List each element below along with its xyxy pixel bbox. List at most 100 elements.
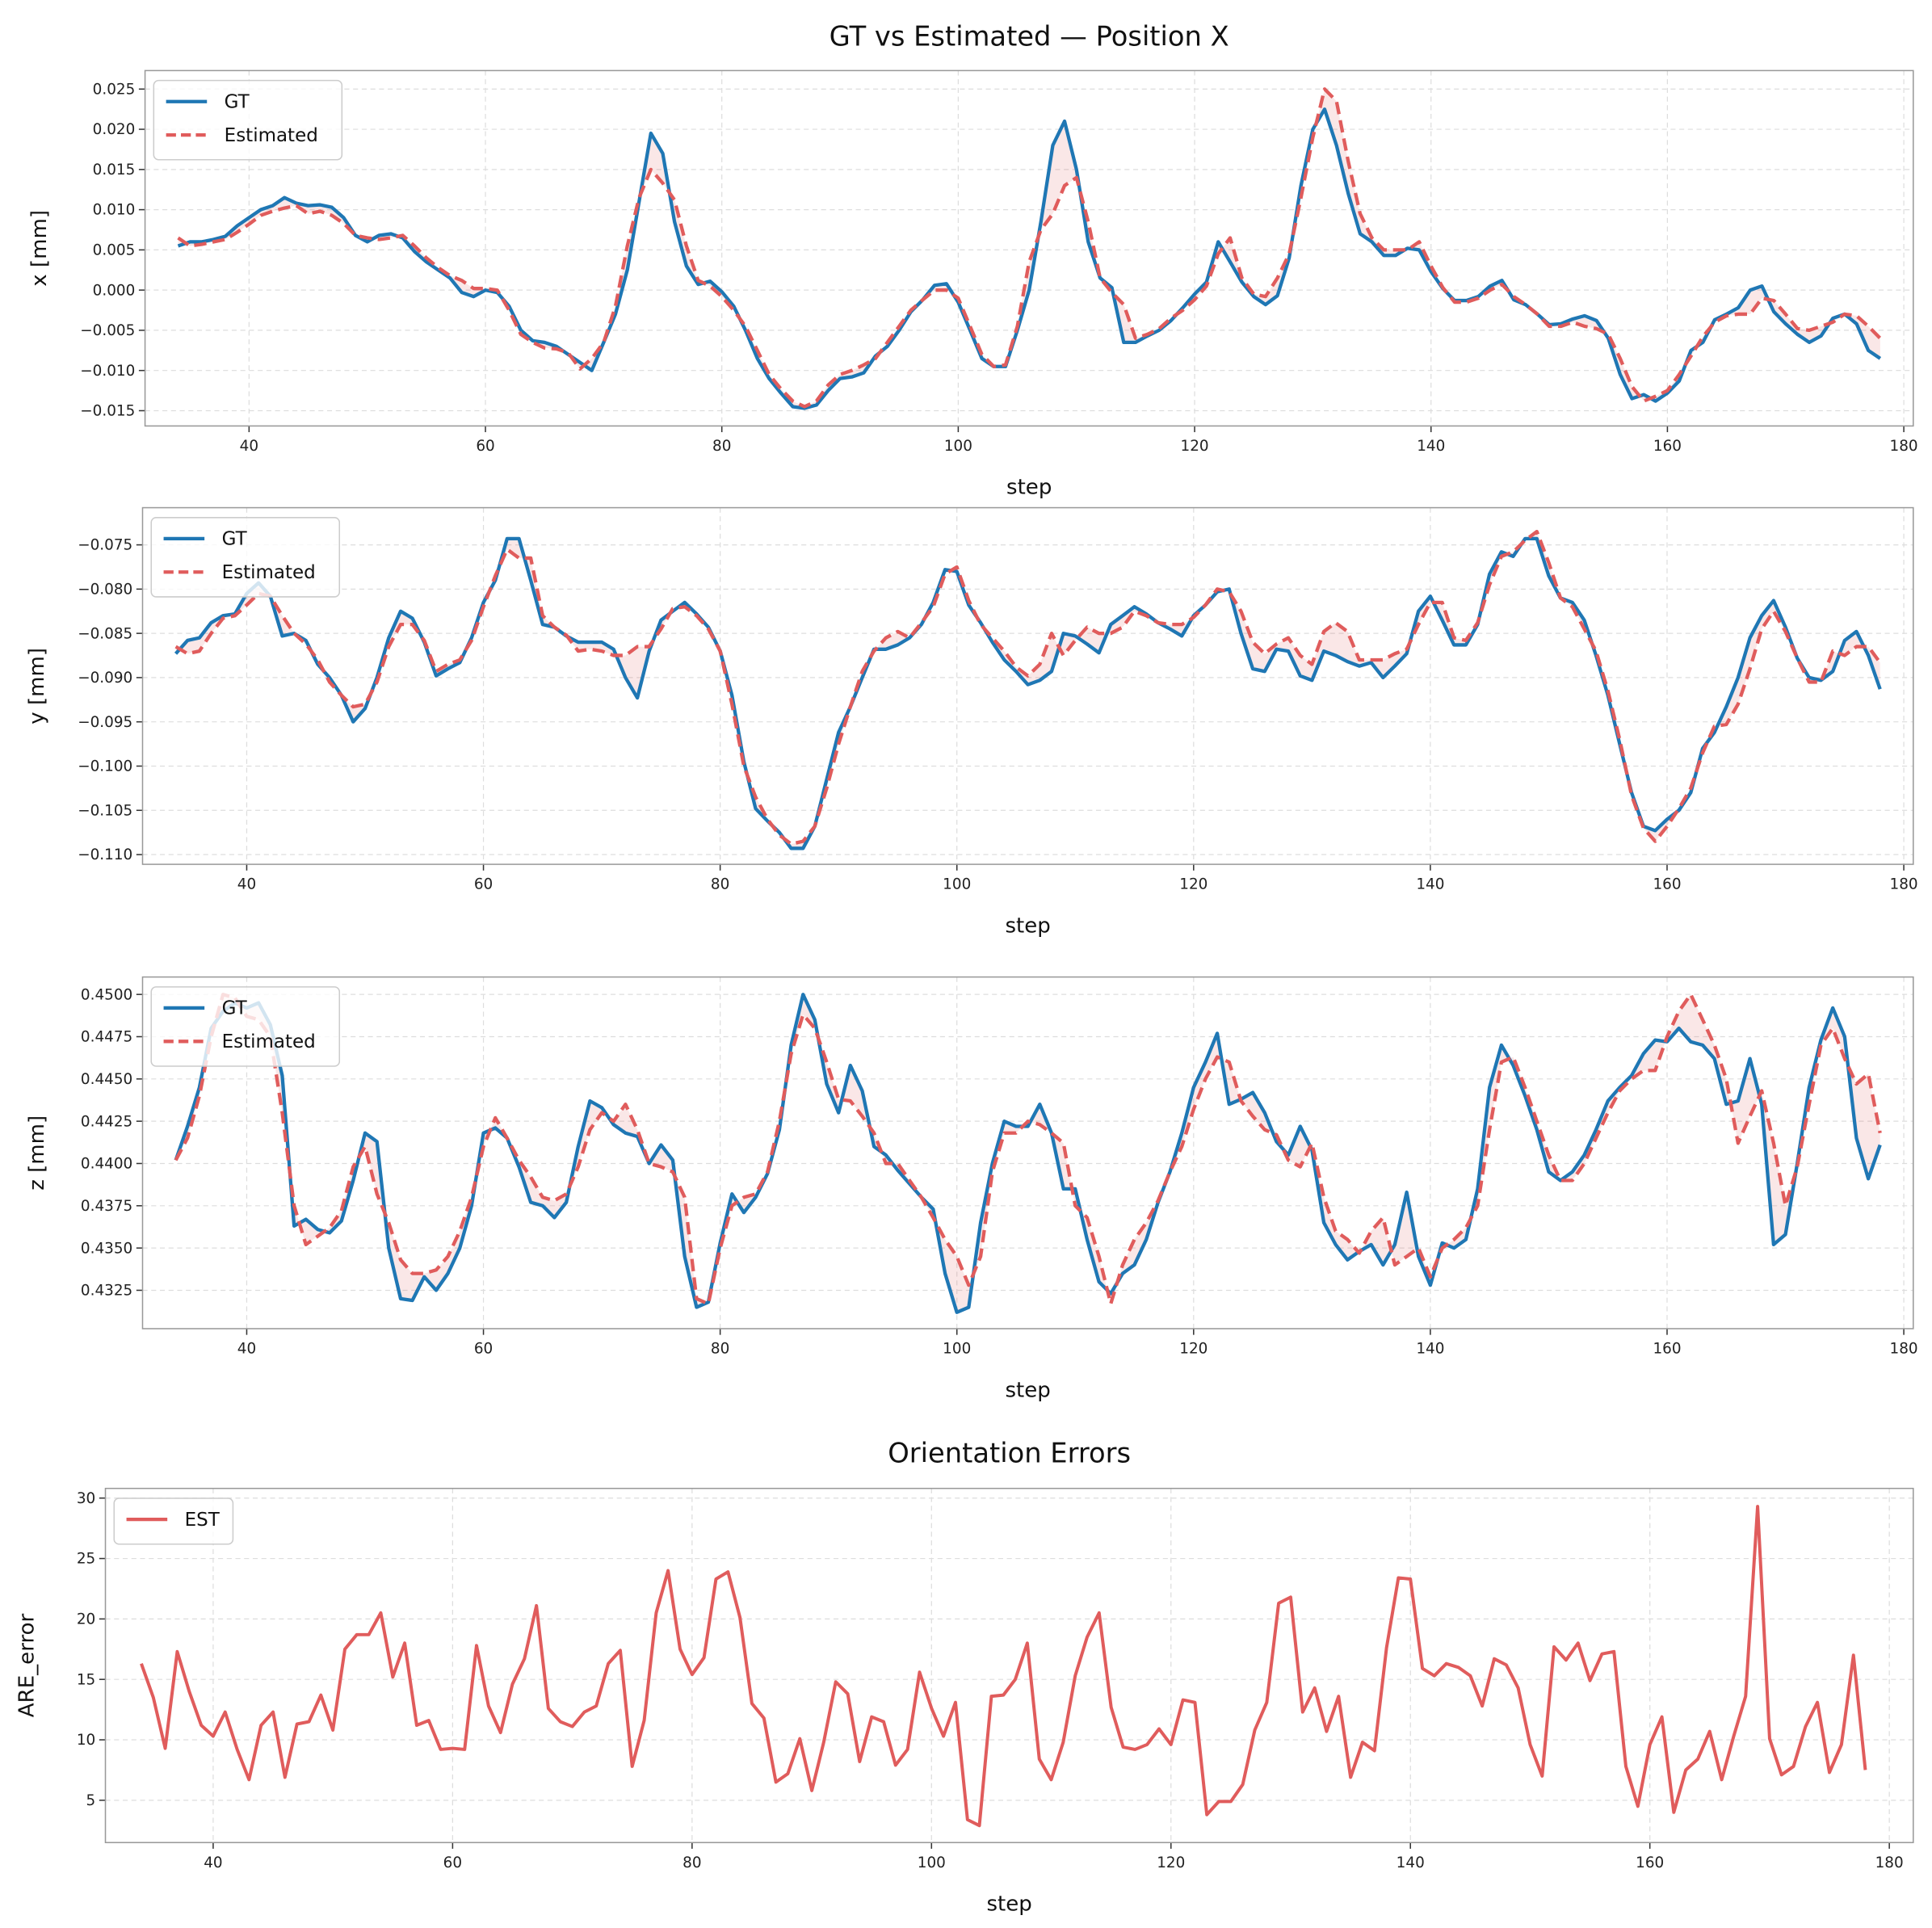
series-line-gt [174, 993, 1882, 1314]
y-tick-label: −0.085 [78, 625, 132, 642]
y-tick-label: 0.010 [93, 202, 136, 219]
y-tick-label: 0.020 [93, 121, 136, 138]
y-tick-label: −0.100 [78, 758, 132, 775]
x-tick-label: 160 [1636, 1854, 1664, 1871]
y-tick-label: 20 [77, 1611, 95, 1628]
y-tick-label: 0.4450 [81, 1071, 132, 1088]
series-line-gt [174, 536, 1882, 851]
y-tick-label: 0.4350 [81, 1240, 132, 1257]
y-tick-label: −0.105 [78, 802, 132, 819]
x-tick-label: 120 [1181, 438, 1209, 455]
y-tick-label: 0.000 [93, 282, 136, 299]
y-tick-label: 30 [77, 1490, 95, 1507]
legend: GT Estimated [150, 986, 341, 1067]
y-tick-label: −0.090 [78, 670, 132, 687]
legend-box [113, 1497, 234, 1545]
legend-label-estimated: Estimated [225, 125, 318, 146]
x-tick-label: 140 [1417, 438, 1445, 455]
x-axis-label: step [1006, 476, 1052, 500]
x-tick-label: 120 [1179, 1341, 1208, 1358]
x-tick-label: 180 [1890, 1341, 1918, 1358]
y-tick-label: 0.025 [93, 81, 136, 98]
x-axis-label: step [986, 1892, 1031, 1917]
y-tick-label: −0.110 [78, 846, 132, 863]
y-tick-label: 25 [77, 1551, 95, 1568]
y-tick-label: 0.4475 [81, 1029, 132, 1046]
legend-label-estimated: Estimated [222, 1031, 316, 1052]
y-axis-label: y [mm] [25, 648, 49, 725]
x-axis-label: step [1005, 914, 1050, 938]
y-tick-label: −0.015 [80, 403, 135, 420]
x-tick-label: 40 [237, 1341, 256, 1358]
axes-group: 40 60 80 100 120 140 160 180 −0.015 −0.010 −0.005 0… [15, 69, 1918, 1917]
x-tick-label: 100 [944, 438, 972, 455]
y-axis-label: ARE_error [15, 1613, 40, 1717]
x-tick-label: 120 [1157, 1854, 1185, 1871]
y-axis-label: z [mm] [25, 1115, 49, 1191]
x-tick-label: 60 [476, 438, 494, 455]
y-tick-label: 0.015 [93, 162, 136, 179]
y-tick-label: 0.4375 [81, 1198, 132, 1215]
y-tick-label: −0.080 [78, 581, 132, 598]
subplot-3: 40 60 80 100 120 140 160 180 0.4325 0.4350 0.4375 0… [25, 976, 1918, 1402]
x-tick-label: 120 [1179, 876, 1208, 893]
x-tick-label: 140 [1416, 1341, 1444, 1358]
y-tick-label: 0.4400 [81, 1156, 132, 1173]
y-tick-label: 15 [77, 1671, 95, 1688]
legend: EST [113, 1497, 234, 1545]
x-tick-label: 180 [1890, 438, 1918, 455]
y-tick-label: −0.095 [78, 714, 132, 731]
legend-label-gt: GT [225, 91, 250, 112]
x-tick-label: 80 [711, 876, 729, 893]
x-axis-label: step [1005, 1378, 1050, 1402]
x-tick-label: 180 [1875, 1854, 1904, 1871]
axes-frame [141, 976, 1914, 1329]
error-fill-area [175, 531, 1880, 849]
y-tick-label: −0.010 [80, 363, 135, 380]
x-tick-label: 140 [1396, 1854, 1425, 1871]
x-tick-label: 140 [1416, 876, 1444, 893]
legend-label-estimated: Estimated [222, 562, 316, 583]
y-tick-label: −0.005 [80, 322, 135, 339]
y-tick-label: 0.4425 [81, 1113, 132, 1130]
position-title: GT vs Estimated — Position X [830, 21, 1229, 53]
y-tick-label: 0.4500 [81, 986, 132, 1003]
x-tick-label: 100 [943, 876, 971, 893]
series-line-estimated [174, 530, 1882, 846]
series-line-estimated [177, 87, 1882, 409]
x-tick-label: 40 [240, 438, 258, 455]
legend: GT Estimated [150, 517, 341, 598]
x-tick-label: 60 [474, 1341, 493, 1358]
x-tick-label: 80 [682, 1854, 701, 1871]
x-tick-label: 100 [918, 1854, 946, 1871]
x-tick-label: 160 [1653, 1341, 1681, 1358]
y-tick-label: 5 [86, 1792, 96, 1809]
series-line-estimated [174, 993, 1882, 1306]
legend-label-est: EST [185, 1510, 220, 1531]
axes-frame [104, 1487, 1914, 1843]
x-tick-label: 160 [1653, 438, 1682, 455]
x-tick-label: 60 [443, 1854, 462, 1871]
error-fill-area [178, 89, 1880, 409]
x-tick-label: 180 [1890, 876, 1918, 893]
x-tick-label: 80 [712, 438, 731, 455]
x-tick-label: 40 [204, 1854, 222, 1871]
x-tick-label: 100 [943, 1341, 971, 1358]
subplot-1: 40 60 80 100 120 140 160 180 −0.015 −0.010 −0.005 0… [27, 69, 1918, 500]
x-tick-label: 60 [474, 876, 493, 893]
y-tick-label: 10 [77, 1732, 95, 1749]
legend-label-gt: GT [222, 998, 248, 1019]
y-axis-label: x [mm] [27, 210, 52, 287]
y-tick-label: 0.005 [93, 242, 136, 259]
axes-frame [141, 506, 1914, 865]
y-tick-label: 0.4325 [81, 1283, 132, 1300]
subplot-2: 40 60 80 100 120 140 160 180 −0.110 −0.105 −0.100 −… [25, 506, 1918, 938]
x-tick-label: 160 [1653, 876, 1681, 893]
legend-label-gt: GT [222, 529, 248, 550]
x-tick-label: 40 [237, 876, 256, 893]
error-fill-area [175, 994, 1880, 1313]
orientation-title: Orientation Errors [888, 1438, 1131, 1469]
y-tick-label: −0.075 [78, 537, 132, 554]
x-tick-label: 80 [711, 1341, 729, 1358]
